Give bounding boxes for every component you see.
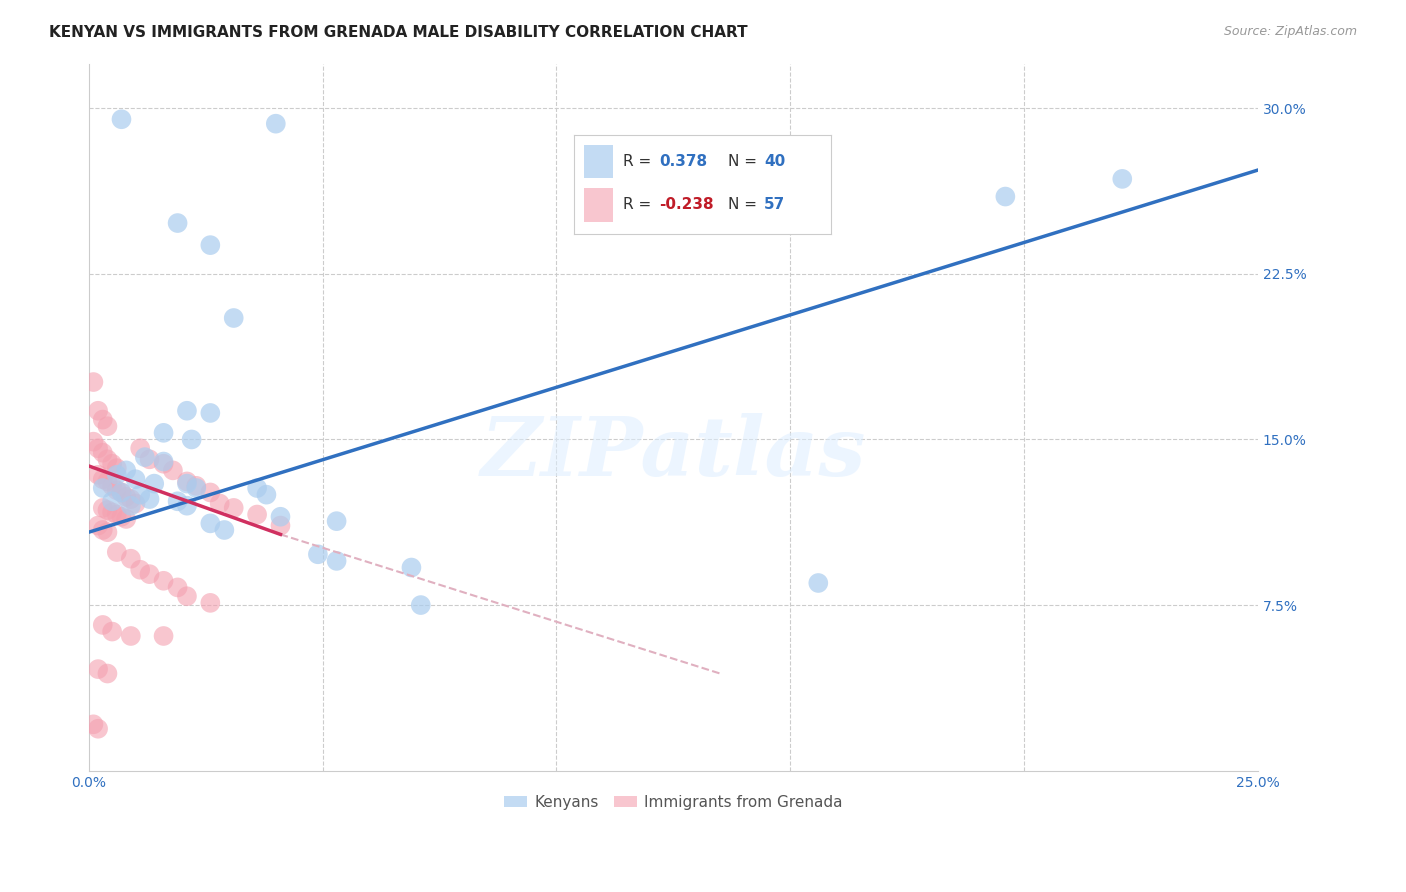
Point	[124, 472, 146, 486]
Point	[200, 516, 222, 531]
Point	[101, 624, 124, 639]
Point	[186, 479, 208, 493]
Point	[246, 508, 269, 522]
Point	[120, 499, 142, 513]
Point	[129, 442, 152, 456]
Point	[87, 518, 110, 533]
Point	[110, 485, 132, 500]
Point	[152, 425, 174, 440]
Point	[91, 446, 114, 460]
Point	[176, 499, 198, 513]
Point	[87, 467, 110, 482]
Point	[91, 523, 114, 537]
Point	[152, 629, 174, 643]
Point	[152, 457, 174, 471]
Legend: Kenyans, Immigrants from Grenada: Kenyans, Immigrants from Grenada	[498, 789, 849, 816]
Point	[325, 554, 347, 568]
Point	[269, 509, 291, 524]
Point	[401, 560, 423, 574]
Point	[176, 476, 198, 491]
Point	[222, 500, 245, 515]
Point	[214, 523, 236, 537]
Point	[110, 509, 132, 524]
Point	[96, 503, 118, 517]
Text: ZIPatlas: ZIPatlas	[481, 413, 866, 492]
Point	[143, 476, 166, 491]
Text: Source: ZipAtlas.com: Source: ZipAtlas.com	[1223, 25, 1357, 38]
Point	[138, 492, 160, 507]
Point	[409, 598, 432, 612]
Point	[129, 488, 152, 502]
Point	[124, 496, 146, 510]
Text: KENYAN VS IMMIGRANTS FROM GRENADA MALE DISABILITY CORRELATION CHART: KENYAN VS IMMIGRANTS FROM GRENADA MALE D…	[49, 25, 748, 40]
Point	[115, 490, 138, 504]
Point	[101, 505, 124, 519]
Point	[325, 514, 347, 528]
Point	[186, 481, 208, 495]
Point	[115, 512, 138, 526]
Point	[166, 494, 188, 508]
Point	[994, 189, 1017, 203]
Point	[110, 485, 132, 500]
Point	[87, 662, 110, 676]
Point	[120, 551, 142, 566]
Point	[120, 492, 142, 507]
Point	[129, 563, 152, 577]
Point	[152, 454, 174, 468]
Point	[105, 467, 128, 482]
Point	[115, 463, 138, 477]
Point	[96, 452, 118, 467]
Point	[1111, 172, 1133, 186]
Point	[176, 403, 198, 417]
Point	[256, 488, 278, 502]
Point	[200, 485, 222, 500]
Point	[101, 494, 124, 508]
Point	[91, 472, 114, 486]
Point	[166, 581, 188, 595]
Point	[82, 434, 104, 449]
Point	[96, 475, 118, 489]
Point	[269, 518, 291, 533]
Point	[101, 457, 124, 471]
Point	[96, 666, 118, 681]
Point	[162, 463, 184, 477]
Point	[105, 483, 128, 498]
Point	[264, 117, 287, 131]
Point	[200, 406, 222, 420]
Point	[87, 403, 110, 417]
Point	[166, 216, 188, 230]
Point	[138, 452, 160, 467]
Point	[138, 567, 160, 582]
Point	[176, 589, 198, 603]
Point	[307, 547, 329, 561]
Point	[105, 508, 128, 522]
Point	[96, 419, 118, 434]
Point	[200, 596, 222, 610]
Point	[807, 576, 830, 591]
Point	[91, 500, 114, 515]
Point	[91, 618, 114, 632]
Point	[222, 311, 245, 326]
Point	[152, 574, 174, 588]
Point	[87, 722, 110, 736]
Point	[91, 412, 114, 426]
Point	[82, 717, 104, 731]
Point	[134, 450, 156, 464]
Point	[87, 442, 110, 456]
Point	[120, 629, 142, 643]
Point	[200, 238, 222, 252]
Point	[82, 375, 104, 389]
Point	[110, 112, 132, 127]
Point	[180, 433, 202, 447]
Point	[105, 545, 128, 559]
Point	[105, 461, 128, 475]
Point	[208, 496, 231, 510]
Point	[246, 481, 269, 495]
Point	[96, 525, 118, 540]
Point	[91, 481, 114, 495]
Point	[101, 479, 124, 493]
Point	[176, 475, 198, 489]
